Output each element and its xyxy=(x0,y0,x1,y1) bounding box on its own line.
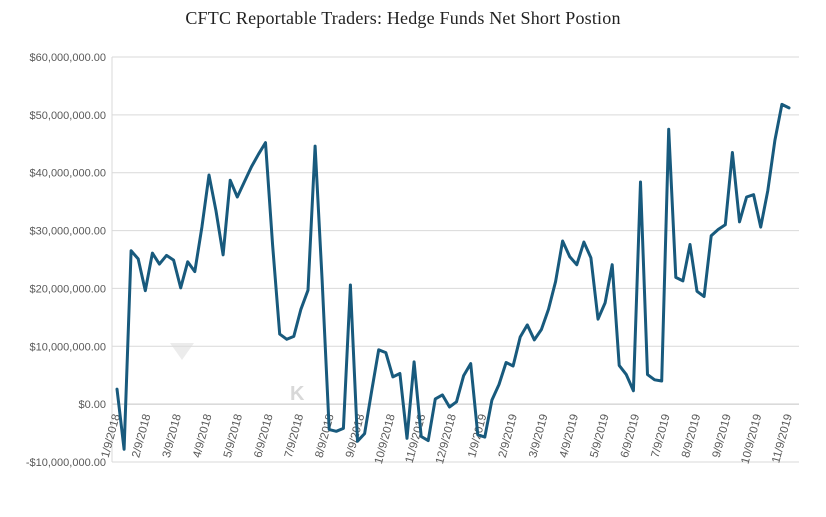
x-axis-tick-label: 5/9/2018 xyxy=(222,413,245,459)
chart-title: CFTC Reportable Traders: Hedge Funds Net… xyxy=(185,8,621,28)
watermark-k: K xyxy=(290,383,305,405)
x-axis-tick-label: 12/9/2018 xyxy=(434,413,459,466)
y-axis-tick-label: $40,000,000.00 xyxy=(30,168,106,180)
x-axis-tick-label: 11/9/2019 xyxy=(770,413,795,465)
x-axis-tick-label: 10/9/2019 xyxy=(740,413,765,466)
x-axis-tick-label: 9/9/2019 xyxy=(711,413,734,459)
x-axis-tick-label: 8/9/2018 xyxy=(314,413,337,459)
series-line xyxy=(115,102,791,451)
x-axis-tick-label: 6/9/2019 xyxy=(619,413,642,459)
x-axis-tick-label: 2/9/2018 xyxy=(130,413,153,459)
y-axis-tick-label: $10,000,000.00 xyxy=(30,341,106,353)
watermark-arrow-icon xyxy=(170,343,194,360)
x-axis-tick-label: 8/9/2019 xyxy=(680,413,703,459)
x-axis-tick-label: 2/9/2019 xyxy=(497,413,520,459)
y-axis-tick-label: $20,000,000.00 xyxy=(30,283,106,295)
x-axis-tick-label: 3/9/2019 xyxy=(527,413,550,459)
x-axis-tick-label: 3/9/2018 xyxy=(161,413,184,459)
y-axis-tick-label: $30,000,000.00 xyxy=(30,226,106,238)
x-axis-tick-label: 5/9/2019 xyxy=(588,413,611,459)
x-axis-tick-label: 4/9/2018 xyxy=(191,413,214,459)
x-axis-tick-label: 7/9/2019 xyxy=(650,413,673,459)
x-axis-tick-label: 6/9/2018 xyxy=(252,413,275,459)
y-axis-tick-label: -$10,000,000.00 xyxy=(26,457,106,469)
y-axis-tick-label: $0.00 xyxy=(78,399,106,411)
x-axis-tick-label: 4/9/2019 xyxy=(558,413,581,459)
x-axis-tick-label: 7/9/2018 xyxy=(283,413,306,459)
y-axis-tick-label: $60,000,000.00 xyxy=(30,52,106,64)
y-axis-tick-label: $50,000,000.00 xyxy=(30,110,106,122)
x-axis-tick-label: 10/9/2018 xyxy=(373,413,398,466)
